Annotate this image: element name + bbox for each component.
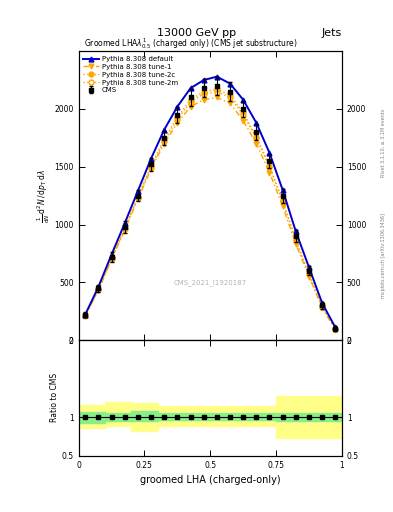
Pythia 8.308 tune-2c [188,97,193,103]
Pythia 8.308 tune-1 [228,100,232,106]
Pythia 8.308 tune-2c [201,89,206,95]
Pythia 8.308 tune-2m [175,116,180,122]
Pythia 8.308 default [109,251,114,258]
Pythia 8.308 tune-2c [83,312,88,318]
Text: mcplots.cern.ch [arXiv:1306.3436]: mcplots.cern.ch [arXiv:1306.3436] [381,214,386,298]
Pythia 8.308 tune-2m [228,94,232,100]
Pythia 8.308 default [333,324,338,330]
Pythia 8.308 default [228,80,232,87]
Pythia 8.308 default [83,312,88,318]
Pythia 8.308 tune-2c [280,197,285,203]
Pythia 8.308 tune-2c [267,162,272,168]
Pythia 8.308 tune-2m [162,138,167,144]
Pythia 8.308 default [267,150,272,156]
Pythia 8.308 default [320,300,325,306]
Pythia 8.308 tune-2m [215,89,219,95]
Pythia 8.308 tune-2m [333,326,338,332]
Pythia 8.308 tune-1 [96,287,101,293]
Pythia 8.308 tune-2c [215,86,219,92]
Text: Groomed LHA$\lambda^{1}_{0.5}$ (charged only) (CMS jet substructure): Groomed LHA$\lambda^{1}_{0.5}$ (charged … [84,36,298,51]
Pythia 8.308 tune-1 [320,305,325,311]
Pythia 8.308 default [122,220,127,226]
Pythia 8.308 tune-1 [136,196,140,202]
Pythia 8.308 tune-2m [254,135,259,141]
Pythia 8.308 tune-2m [307,271,311,278]
Text: 13000 GeV pp: 13000 GeV pp [157,28,236,38]
Pythia 8.308 tune-2c [254,134,259,140]
Pythia 8.308 tune-1 [201,97,206,103]
Pythia 8.308 tune-2m [201,91,206,97]
Y-axis label: Ratio to CMS: Ratio to CMS [50,373,59,422]
Pythia 8.308 tune-1 [188,103,193,110]
Pythia 8.308 tune-1 [83,313,88,319]
Pythia 8.308 default [307,264,311,270]
Pythia 8.308 tune-2c [333,326,338,332]
Pythia 8.308 tune-2m [188,99,193,105]
Pythia 8.308 tune-1 [162,141,167,147]
Pythia 8.308 tune-1 [122,227,127,233]
Pythia 8.308 default [162,126,167,133]
Line: Pythia 8.308 default: Pythia 8.308 default [83,74,338,330]
Pythia 8.308 tune-2m [294,238,298,244]
Pythia 8.308 default [280,187,285,193]
Pythia 8.308 tune-2c [109,255,114,261]
Pythia 8.308 tune-2c [96,286,101,292]
Pythia 8.308 tune-1 [280,203,285,209]
Pythia 8.308 default [201,77,206,83]
Pythia 8.308 tune-1 [109,256,114,262]
Pythia 8.308 tune-2m [83,313,88,319]
Pythia 8.308 tune-2m [320,304,325,310]
Pythia 8.308 default [294,228,298,234]
Pythia 8.308 tune-2m [136,195,140,201]
Pythia 8.308 default [188,85,193,91]
Pythia 8.308 tune-1 [294,241,298,247]
X-axis label: groomed LHA (charged-only): groomed LHA (charged-only) [140,475,281,485]
Pythia 8.308 default [136,188,140,194]
Pythia 8.308 tune-1 [267,169,272,176]
Pythia 8.308 tune-2c [228,92,232,98]
Pythia 8.308 tune-2c [149,162,153,168]
Pythia 8.308 tune-2m [122,226,127,232]
Pythia 8.308 tune-2m [149,165,153,171]
Pythia 8.308 tune-2m [241,112,246,118]
Pythia 8.308 tune-2m [280,198,285,204]
Pythia 8.308 tune-2m [96,287,101,293]
Pythia 8.308 tune-2m [109,256,114,262]
Pythia 8.308 tune-1 [149,166,153,172]
Pythia 8.308 default [96,284,101,290]
Pythia 8.308 tune-1 [254,141,259,147]
Pythia 8.308 tune-1 [333,327,338,333]
Pythia 8.308 tune-2c [136,194,140,200]
Pythia 8.308 default [215,74,219,80]
Pythia 8.308 tune-1 [215,94,219,100]
Line: Pythia 8.308 tune-2m: Pythia 8.308 tune-2m [83,89,338,331]
Legend: Pythia 8.308 default, Pythia 8.308 tune-1, Pythia 8.308 tune-2c, Pythia 8.308 tu: Pythia 8.308 default, Pythia 8.308 tune-… [82,55,179,95]
Pythia 8.308 tune-2c [175,114,180,120]
Pythia 8.308 tune-2m [267,164,272,170]
Text: Jets: Jets [321,28,342,38]
Text: Rivet 3.1.10, ≥ 3.1M events: Rivet 3.1.10, ≥ 3.1M events [381,109,386,178]
Pythia 8.308 tune-1 [175,120,180,126]
Text: CMS_2021_I1920187: CMS_2021_I1920187 [174,279,247,286]
Line: Pythia 8.308 tune-2c: Pythia 8.308 tune-2c [83,87,338,331]
Pythia 8.308 default [241,97,246,103]
Pythia 8.308 tune-1 [241,117,246,123]
Pythia 8.308 tune-2c [294,237,298,243]
Pythia 8.308 tune-2c [162,136,167,142]
Pythia 8.308 default [149,156,153,162]
Pythia 8.308 default [254,120,259,126]
Pythia 8.308 default [175,103,180,110]
Pythia 8.308 tune-2c [241,110,246,116]
Line: Pythia 8.308 tune-1: Pythia 8.308 tune-1 [83,95,338,332]
Pythia 8.308 tune-2c [122,225,127,231]
Pythia 8.308 tune-2c [307,271,311,278]
Y-axis label: $\frac{1}{\mathrm{d}N}\,\mathrm{d}^2N\,/\,\mathrm{d}p_\mathrm{T}\,\mathrm{d}\lam: $\frac{1}{\mathrm{d}N}\,\mathrm{d}^2N\,/… [35,169,51,223]
Pythia 8.308 tune-2c [320,304,325,310]
Pythia 8.308 tune-1 [307,273,311,280]
